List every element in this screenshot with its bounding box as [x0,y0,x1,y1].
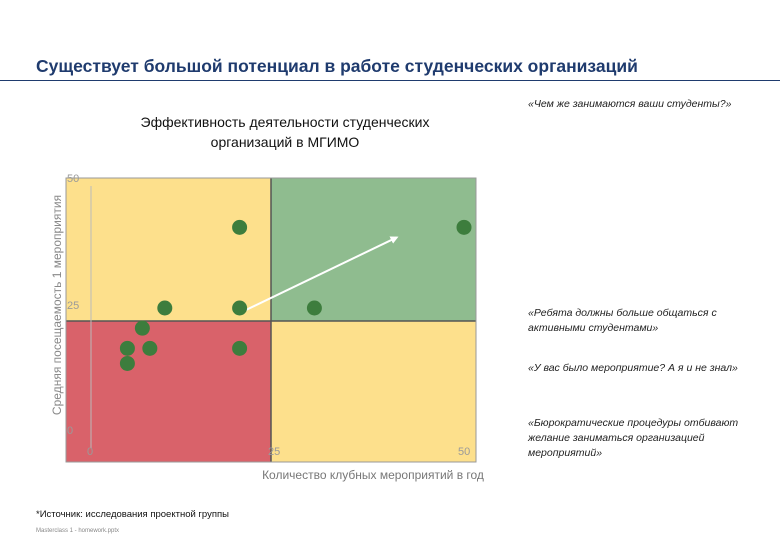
x-tick-label: 0 [87,446,93,458]
source-note: *Источник: исследования проектной группы [36,509,229,520]
data-point [456,219,472,235]
title-divider [0,80,780,81]
quadrant-high-x-low-y [271,321,476,462]
plot-frame [65,177,477,463]
quadrant-low-x-high-y [66,178,271,321]
y-tick-label: 25 [67,300,79,312]
footer-file-name: Masterclass 1 - homework.pptx [36,528,120,534]
data-point [119,340,135,356]
quote-1: «Чем же занимаются ваши студенты?» [528,98,732,110]
data-point [232,340,248,356]
y-tick-label: 50 [67,173,79,185]
data-point [306,300,322,316]
y-axis-label: Средняя посещаемость 1 мероприятия [50,195,64,415]
data-point [119,355,135,371]
y-tick-label: 0 [67,425,73,437]
data-point [232,300,248,316]
data-point [232,219,248,235]
quote-3: «У вас было мероприятие? А я и не знал» [528,362,738,374]
data-point [134,320,150,336]
x-axis-label: Количество клубных мероприятий в год [262,468,484,482]
x-tick-label: 50 [458,446,470,458]
chart-title-line-1: Эффективность деятельности студенческих [140,114,430,130]
data-point [142,340,158,356]
quote-2: «Ребята должны больше общаться с активны… [528,307,717,334]
trend-arrow [239,236,399,314]
data-point [157,300,173,316]
chart-title: Эффективность деятельности студенческих … [60,112,510,152]
quote-4: «Бюрократические процедуры отбивают жела… [528,417,739,459]
x-tick-label: 25 [268,446,280,458]
chart-title-line-2: организаций в МГИМО [210,134,360,150]
slide-title: Существует большой потенциал в работе ст… [36,56,638,76]
